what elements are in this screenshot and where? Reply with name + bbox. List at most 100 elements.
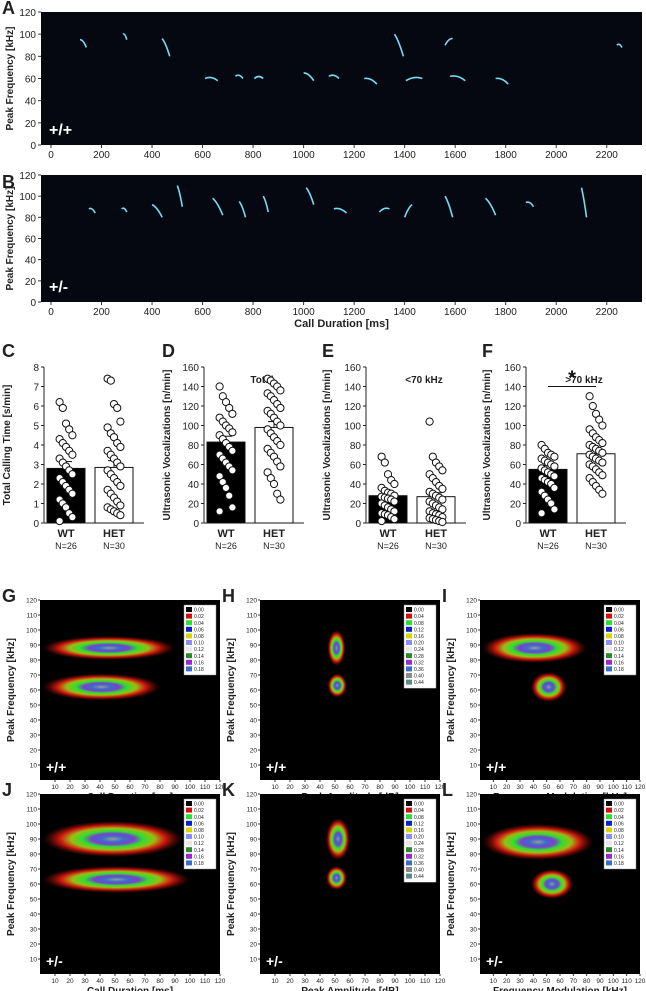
call-trace xyxy=(525,201,535,208)
y-axis-label: Ultrasonic Vocalizations [n/min] xyxy=(322,370,333,521)
heatmap-k: 0.000.040.080.120.160.200.240.280.320.36… xyxy=(226,792,446,991)
y-tick-label: 0 xyxy=(355,519,361,530)
legend-swatch xyxy=(406,873,412,879)
legend-label: 0.12 xyxy=(614,647,624,653)
y-tick-label: 20 xyxy=(250,748,258,755)
x-tick-label: 120 xyxy=(435,784,446,791)
y-tick-label: 20 xyxy=(470,748,478,755)
chart-title: >70 kHz xyxy=(565,375,603,386)
call-trace xyxy=(204,76,219,82)
legend-label: 0.04 xyxy=(614,621,624,627)
x-tick-label: 80 xyxy=(583,784,591,791)
legend-swatch xyxy=(606,834,612,839)
legend-label: 0.04 xyxy=(194,621,204,627)
y-tick-label: 40 xyxy=(25,256,37,267)
y-tick-label: 80 xyxy=(470,658,478,665)
call-trace xyxy=(378,207,390,213)
legend-swatch xyxy=(606,626,612,632)
data-point xyxy=(116,417,125,426)
legend-label: 0.02 xyxy=(614,808,624,814)
data-point xyxy=(537,509,546,518)
data-point xyxy=(58,403,67,413)
legend-swatch xyxy=(606,646,612,652)
n-label: N=30 xyxy=(263,541,285,551)
y-tick-label: 30 xyxy=(470,927,478,934)
x-tick-label: 80 xyxy=(376,784,384,791)
data-point xyxy=(55,516,64,526)
x-tick-label: 10 xyxy=(51,978,59,985)
y-tick-label: 30 xyxy=(30,733,38,740)
genotype-label: +/- xyxy=(46,953,63,969)
data-point xyxy=(225,491,234,500)
density-blob xyxy=(482,633,587,663)
y-tick-label: 90 xyxy=(30,837,38,844)
legend-label: 0.00 xyxy=(614,802,624,808)
y-axis-label: Total Calling Time [s/min] xyxy=(2,385,13,506)
y-tick-label: 70 xyxy=(470,867,478,874)
x-tick-label: 400 xyxy=(144,307,161,318)
density-blob xyxy=(530,869,574,899)
x-tick-label: 800 xyxy=(245,307,262,318)
y-tick-label: 6 xyxy=(33,402,39,413)
legend-swatch xyxy=(186,620,192,626)
y-tick-label: 110 xyxy=(247,613,258,620)
legend-label: 0.08 xyxy=(194,828,204,834)
panel-letters: A B C D E F G H I J K L xyxy=(2,0,493,800)
legend-swatch xyxy=(186,801,192,806)
bar-chart-e: 0 20 40 60 80 100 120 140 160 Ultrasonic Vocaliza… xyxy=(322,363,466,551)
n-label: N=26 xyxy=(377,541,399,551)
panel-letter-l: L xyxy=(442,780,453,800)
legend-label: 0.16 xyxy=(614,854,624,860)
x-tick-label: 2200 xyxy=(596,150,619,161)
legend-swatch xyxy=(186,814,192,820)
data-point xyxy=(228,428,237,437)
legend-label: 0.36 xyxy=(414,861,424,867)
y-tick-label: 10 xyxy=(250,957,258,964)
x-tick-label: 20 xyxy=(503,784,511,791)
data-point xyxy=(390,515,399,524)
x-tick-label: 10 xyxy=(51,784,59,791)
legend-swatch xyxy=(606,840,612,846)
bar-chart-c: 0 1 2 3 4 5 6 7 8 Total Calling Time [s/min] WTN=2… xyxy=(2,363,144,551)
y-tick-label: 20 xyxy=(30,748,38,755)
legend-swatch xyxy=(406,853,412,859)
legend-swatch xyxy=(186,613,192,619)
y-tick-label: 0 xyxy=(30,298,36,309)
x-tick-label: 10 xyxy=(490,784,498,791)
category-label: HET xyxy=(585,528,607,540)
n-label: N=30 xyxy=(585,541,607,551)
x-tick-label: 70 xyxy=(570,978,578,985)
legend-swatch xyxy=(186,633,192,639)
heatmap-g: 0.000.020.040.060.080.100.120.140.160.18… xyxy=(6,598,226,804)
legend-swatch xyxy=(186,853,192,859)
genotype-label: +/+ xyxy=(486,759,506,775)
density-blob xyxy=(326,818,350,860)
heatmap-j: 0.000.020.040.060.080.100.120.140.160.18… xyxy=(6,792,226,991)
y-tick-label: 100 xyxy=(466,822,477,829)
y-tick-label: 8 xyxy=(33,363,39,374)
legend-label: 0.16 xyxy=(194,660,204,666)
legend-swatch xyxy=(606,853,612,859)
y-tick-label: 120 xyxy=(344,402,361,413)
legend-label: 0.00 xyxy=(194,608,204,614)
y-tick-label: 80 xyxy=(250,852,258,859)
x-tick-label: 80 xyxy=(156,784,164,791)
call-trace xyxy=(234,74,244,79)
x-tick-label: 60 xyxy=(556,978,564,985)
panel-letter-b: B xyxy=(2,172,15,192)
x-tick-label: 20 xyxy=(66,784,74,791)
legend-label: 0.44 xyxy=(414,680,424,686)
y-tick-label: 70 xyxy=(470,673,478,680)
y-tick-label: 30 xyxy=(470,733,478,740)
x-tick-label: 1200 xyxy=(343,307,366,318)
x-tick-label: 30 xyxy=(301,784,309,791)
x-tick-label: 0 xyxy=(48,307,54,318)
y-tick-label: 60 xyxy=(470,688,478,695)
legend-swatch xyxy=(186,640,192,645)
y-tick-label: 140 xyxy=(344,383,361,394)
y-tick-label: 100 xyxy=(246,628,257,635)
x-tick-label: 120 xyxy=(215,784,226,791)
data-point xyxy=(588,401,597,411)
legend-swatch xyxy=(606,613,612,619)
